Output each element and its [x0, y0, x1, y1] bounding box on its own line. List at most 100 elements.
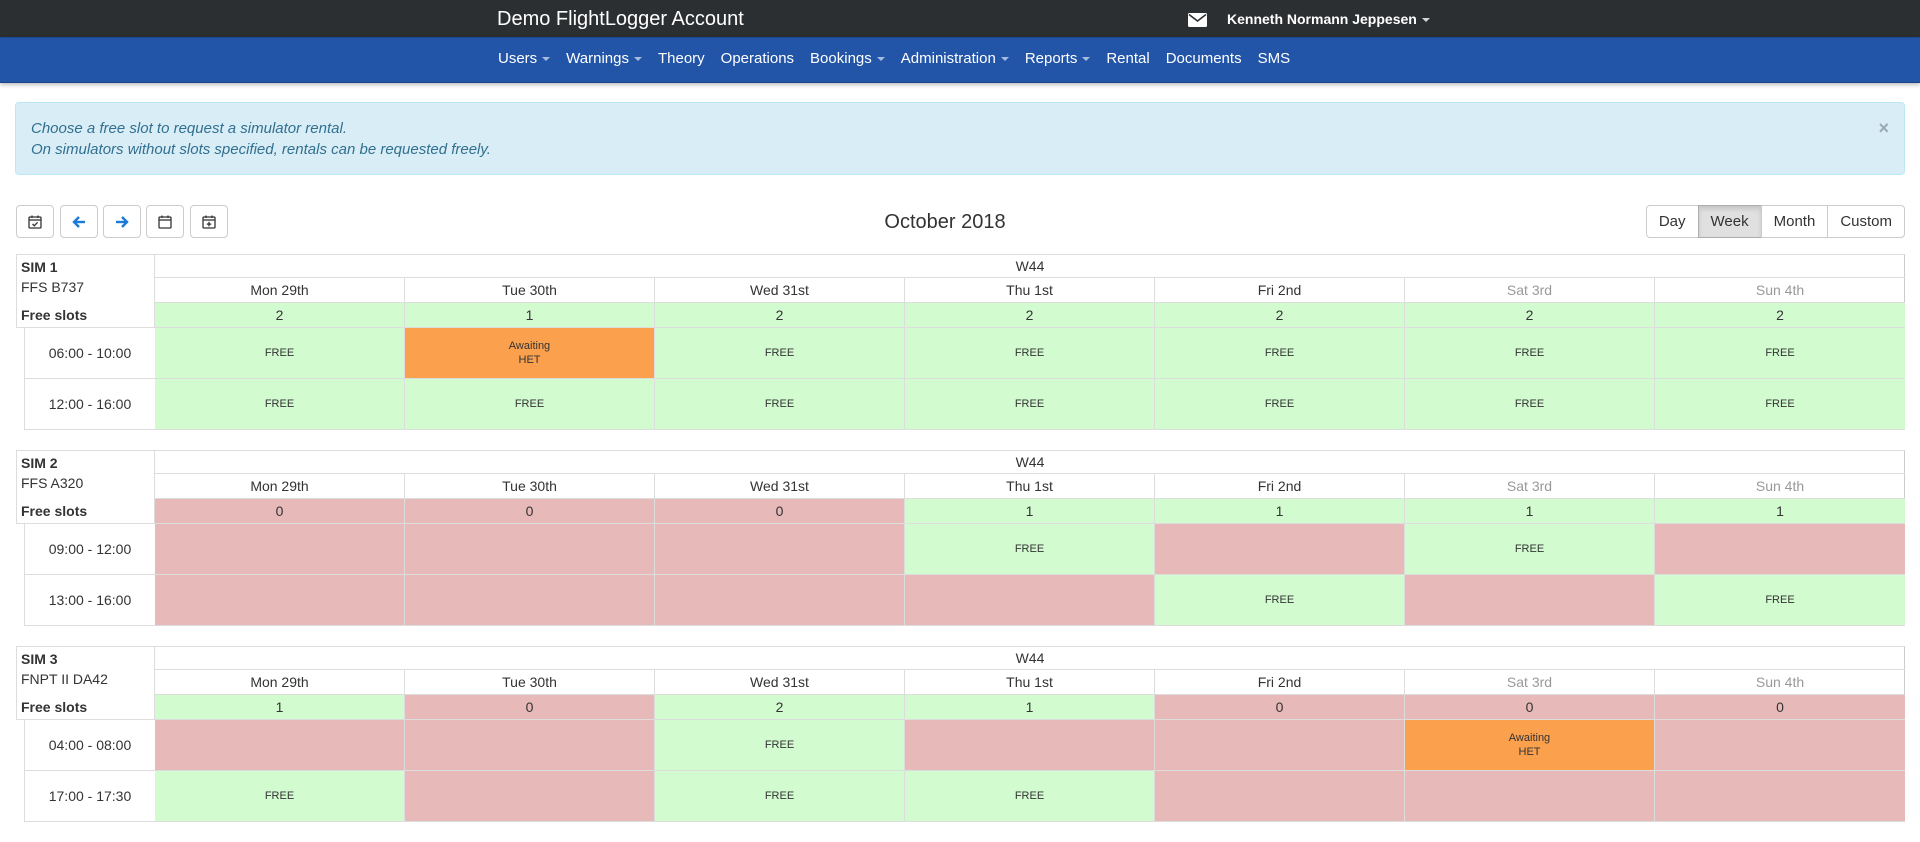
free-slot-cell[interactable]: FREE — [1405, 524, 1655, 575]
unavailable-slot-cell — [1155, 771, 1405, 822]
awaiting-slot-cell[interactable]: Awaiting HET — [405, 328, 655, 379]
free-slot-cell[interactable]: FREE — [155, 328, 405, 379]
slot-time: 17:00 - 17:30 — [24, 771, 155, 822]
free-slot-cell[interactable]: FREE — [905, 379, 1155, 430]
free-slot-cell[interactable]: FREE — [655, 771, 905, 822]
week-number: W44 — [155, 450, 1905, 474]
nav-item-operations[interactable]: Operations — [721, 50, 794, 67]
free-slot-cell[interactable]: FREE — [1655, 575, 1905, 626]
nav-item-warnings[interactable]: Warnings — [566, 50, 642, 67]
slot-time: 13:00 - 16:00 — [24, 575, 155, 626]
free-slot-cell[interactable]: FREE — [1655, 328, 1905, 379]
chevron-down-icon — [1082, 57, 1091, 62]
alert-close-button[interactable]: × — [1878, 118, 1889, 138]
slot-row: FREE FREE FREE — [155, 771, 1905, 822]
free-slot-cell[interactable]: FREE — [155, 771, 405, 822]
today-button[interactable] — [16, 205, 54, 238]
day-header-row: Mon 29th Tue 30th Wed 31st Thu 1st Fri 2nd Sa… — [155, 670, 1905, 695]
day-header: Sat 3rd — [1405, 474, 1655, 499]
simulator-name: SIM 1 — [21, 259, 58, 275]
simulator-label: SIM 1 FFS B737 — [16, 254, 155, 304]
envelope-icon[interactable] — [1188, 13, 1207, 27]
simulator-table: SIM 1 FFS B737 W44 Mon 29th Tue 30th Wed 31st… — [16, 254, 1905, 430]
nav-item-sms[interactable]: SMS — [1258, 50, 1291, 67]
free-label: FREE — [764, 398, 795, 410]
free-slot-cell[interactable]: FREE — [155, 379, 405, 430]
view-day-button[interactable]: Day — [1645, 205, 1699, 238]
free-slot-cell[interactable]: FREE — [1405, 328, 1655, 379]
main-nav: Users Warnings Theory Operations Bookings Adm… — [0, 37, 1920, 83]
awaiting-slot-cell[interactable]: Awaiting HET — [1405, 720, 1655, 771]
unavailable-slot-cell — [1405, 575, 1655, 626]
nav-item-label: Operations — [720, 50, 795, 67]
calendar-title: October 2018 — [884, 211, 1006, 233]
free-slot-cell[interactable]: FREE — [1155, 575, 1405, 626]
free-slot-cell[interactable]: FREE — [905, 524, 1155, 575]
day-header: Sun 4th — [1655, 670, 1905, 695]
view-custom-button[interactable]: Custom — [1827, 205, 1905, 238]
chevron-down-icon — [1421, 18, 1430, 23]
free-slot-count: 2 — [1155, 303, 1405, 328]
free-label: FREE — [1765, 347, 1795, 359]
free-slot-count: 2 — [155, 303, 405, 328]
nav-item-administration[interactable]: Administration — [901, 50, 1009, 67]
view-week-button[interactable]: Week — [1697, 205, 1762, 238]
day-header-row: Mon 29th Tue 30th Wed 31st Thu 1st Fri 2nd Sa… — [155, 278, 1905, 303]
unavailable-slot-cell — [405, 720, 655, 771]
day-header: Wed 31st — [655, 670, 905, 695]
day-header: Tue 30th — [405, 670, 655, 695]
simulator-type: FFS A320 — [21, 475, 84, 491]
free-slot-count: 0 — [1155, 695, 1405, 720]
view-switcher: Day Week Month Custom — [1645, 205, 1905, 238]
date-picker-button[interactable] — [146, 205, 184, 238]
free-label: FREE — [264, 398, 295, 410]
free-slot-cell[interactable]: FREE — [905, 771, 1155, 822]
unavailable-slot-cell — [655, 524, 905, 575]
nav-item-reports[interactable]: Reports — [1025, 50, 1091, 67]
free-slot-cell[interactable]: FREE — [655, 328, 905, 379]
user-name: Kenneth Normann Jeppesen — [1227, 11, 1417, 27]
day-header: Thu 1st — [905, 670, 1155, 695]
free-label: FREE — [1765, 594, 1795, 606]
free-slot-cell[interactable]: FREE — [1155, 379, 1405, 430]
calendar-icon — [158, 215, 172, 229]
nav-item-users[interactable]: Users — [498, 50, 551, 67]
day-header: Mon 29th — [155, 670, 405, 695]
free-slot-count: 2 — [655, 695, 905, 720]
free-slot-count: 1 — [155, 695, 405, 720]
nav-item-theory[interactable]: Theory — [658, 50, 705, 67]
account-name[interactable]: Demo FlightLogger Account — [497, 8, 744, 30]
nav-item-bookings[interactable]: Bookings — [810, 50, 885, 67]
user-menu[interactable]: Kenneth Normann Jeppesen — [1227, 11, 1430, 27]
add-booking-button[interactable] — [190, 205, 228, 238]
free-slot-count: 0 — [1405, 695, 1655, 720]
calendar-check-icon — [28, 215, 42, 229]
next-button[interactable] — [103, 205, 141, 238]
free-slot-cell[interactable]: FREE — [1155, 328, 1405, 379]
free-slot-cell[interactable]: FREE — [905, 328, 1155, 379]
free-label: FREE — [1765, 398, 1795, 410]
nav-item-label: Users — [498, 50, 538, 67]
unavailable-slot-cell — [1655, 771, 1905, 822]
nav-item-documents[interactable]: Documents — [1166, 50, 1242, 67]
slot-row: FREE FREE FREE FREE FREE FREE FREE — [155, 379, 1905, 430]
nav-item-rental[interactable]: Rental — [1106, 50, 1149, 67]
day-header: Tue 30th — [405, 474, 655, 499]
previous-button[interactable] — [60, 205, 98, 238]
free-slot-cell[interactable]: FREE — [1655, 379, 1905, 430]
free-slot-count: 1 — [405, 303, 655, 328]
free-slot-cell[interactable]: FREE — [655, 720, 905, 771]
free-slot-count: 0 — [405, 499, 655, 524]
free-slot-cell[interactable]: FREE — [405, 379, 655, 430]
free-label: FREE — [1514, 543, 1545, 555]
alert-line-1: Choose a free slot to request a simulato… — [31, 120, 347, 137]
free-slot-cell[interactable]: FREE — [1405, 379, 1655, 430]
view-month-button[interactable]: Month — [1760, 205, 1829, 238]
unavailable-slot-cell — [1655, 524, 1905, 575]
day-header: Wed 31st — [655, 278, 905, 303]
free-label: FREE — [1014, 347, 1045, 359]
day-header: Wed 31st — [655, 474, 905, 499]
slot-time: 12:00 - 16:00 — [24, 379, 155, 430]
free-slot-cell[interactable]: FREE — [655, 379, 905, 430]
